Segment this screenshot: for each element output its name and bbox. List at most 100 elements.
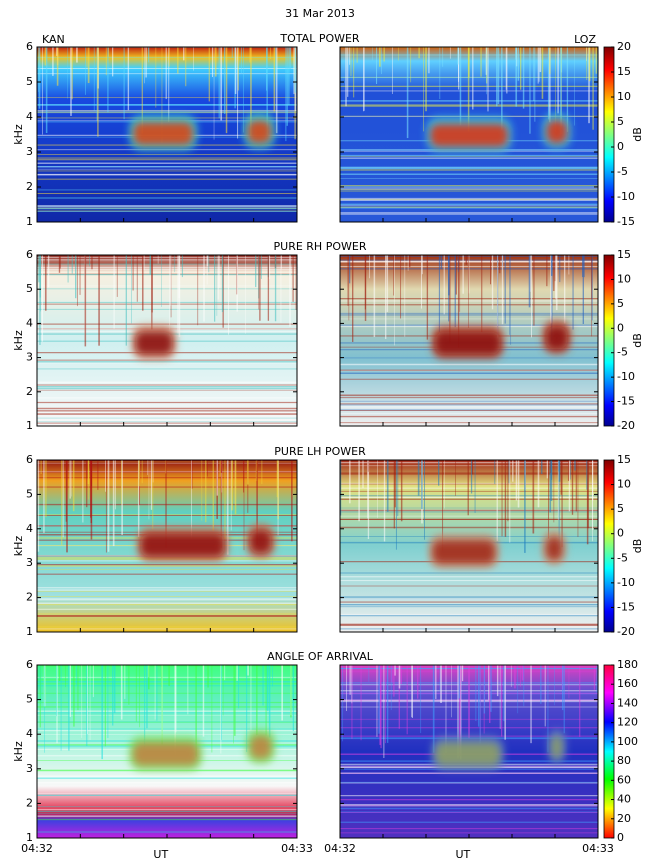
panel-title: PURE LH POWER: [274, 445, 366, 458]
y-tick-label: 5: [26, 487, 33, 500]
y-tick-label: 3: [26, 762, 33, 775]
colorbar-tick-label: -15: [617, 395, 635, 408]
spectrogram: [37, 47, 297, 222]
colorbar-tick-label: -10: [617, 190, 635, 203]
x-tick-label: 04:33: [582, 842, 614, 855]
y-tick-label: 6: [26, 248, 33, 261]
colorbar-tick-label: 5: [617, 115, 624, 128]
figure-title: 31 Mar 2013: [285, 7, 355, 20]
y-tick-label: 2: [26, 180, 33, 193]
y-tick-label: 4: [26, 110, 33, 123]
colorbar-tick-label: 0: [617, 321, 624, 334]
colorbar-tick-label: 120: [617, 716, 638, 729]
emission-core: [250, 735, 271, 759]
emission-core: [133, 122, 193, 145]
colorbar-tick-label: 40: [617, 793, 631, 806]
panel-title: ANGLE OF ARRIVAL: [267, 650, 374, 663]
y-tick-label: 2: [26, 796, 33, 809]
y-tick-label: 2: [26, 591, 33, 604]
colorbar-label: dB: [631, 127, 644, 142]
emission-core: [141, 533, 225, 557]
y-tick-label: 6: [26, 40, 33, 53]
station-label: KAN: [42, 33, 65, 46]
colorbar-tick-label: 60: [617, 773, 631, 786]
y-tick-label: 1: [26, 215, 33, 228]
y-tick-label: 5: [26, 75, 33, 88]
colorbar-tick-label: -15: [617, 215, 635, 228]
y-tick-label: 4: [26, 727, 33, 740]
y-tick-label: 6: [26, 453, 33, 466]
colorbar: [603, 459, 615, 633]
colorbar-tick-label: 20: [617, 40, 631, 53]
colorbar: [603, 46, 615, 223]
y-tick-label: 4: [26, 316, 33, 329]
y-tick-label: 2: [26, 385, 33, 398]
colorbar-tick-label: 5: [617, 502, 624, 515]
colorbar-tick-label: 140: [617, 696, 638, 709]
emission-core: [247, 120, 271, 144]
colorbar-tick-label: -5: [617, 165, 628, 178]
colorbar-tick-label: 160: [617, 677, 638, 690]
colorbar-label: dB: [631, 539, 644, 554]
emission-core: [430, 124, 508, 147]
colorbar-tick-label: -10: [617, 370, 635, 383]
emission-core: [546, 537, 562, 560]
colorbar-tick-label: 180: [617, 658, 638, 671]
y-tick-label: 1: [26, 831, 33, 844]
x-axis-label: UT: [455, 848, 470, 861]
y-axis-label: kHz: [12, 741, 25, 762]
x-tick-label: 04:33: [281, 842, 313, 855]
colorbar-tick-label: 10: [617, 478, 631, 491]
y-tick-label: 1: [26, 625, 33, 638]
colorbar: [603, 254, 615, 427]
emission-core: [250, 530, 271, 553]
y-tick-label: 3: [26, 145, 33, 158]
y-tick-label: 3: [26, 556, 33, 569]
colorbar-tick-label: 15: [617, 453, 631, 466]
y-tick-label: 5: [26, 282, 33, 295]
colorbar-tick-label: 5: [617, 297, 624, 310]
emission-core: [133, 742, 199, 766]
colorbar-tick-label: 80: [617, 754, 631, 767]
x-tick-label: 04:32: [21, 842, 53, 855]
y-tick-label: 3: [26, 351, 33, 364]
x-axis-label: UT: [153, 848, 168, 861]
spectrogram: [340, 460, 598, 632]
emission-core: [551, 735, 562, 759]
colorbar-label: dB: [631, 333, 644, 348]
y-tick-label: 1: [26, 419, 33, 432]
emission-core: [546, 326, 568, 350]
emission-core: [435, 742, 500, 766]
colorbar-tick-label: -20: [617, 419, 635, 432]
colorbar-tick-label: -15: [617, 600, 635, 613]
emission-core: [432, 540, 495, 564]
colorbar-tick-label: 0: [617, 527, 624, 540]
colorbar-tick-label: 10: [617, 90, 631, 103]
y-tick-label: 4: [26, 522, 33, 535]
colorbar-tick-label: -5: [617, 551, 628, 564]
station-label: LOZ: [574, 33, 596, 46]
x-tick-label: 04:32: [324, 842, 356, 855]
emission-core: [546, 120, 568, 144]
colorbar-tick-label: 20: [617, 812, 631, 825]
colorbar-tick-label: 10: [617, 272, 631, 285]
spectrogram: [340, 47, 598, 222]
emission-core: [435, 331, 500, 355]
emission-core: [135, 331, 173, 355]
y-tick-label: 5: [26, 693, 33, 706]
panel-title: PURE RH POWER: [274, 240, 367, 253]
y-tick-label: 6: [26, 658, 33, 671]
spectrogram: [340, 255, 598, 426]
colorbar-tick-label: 15: [617, 65, 631, 78]
spectrogram: [340, 665, 598, 838]
y-axis-label: kHz: [12, 124, 25, 145]
y-axis-label: kHz: [12, 330, 25, 351]
colorbar: [603, 664, 615, 839]
colorbar-tick-label: -20: [617, 625, 635, 638]
colorbar-tick-label: -10: [617, 576, 635, 589]
spectrogram: [37, 460, 297, 632]
colorbar-tick-label: 15: [617, 248, 631, 261]
colorbar-tick-label: 0: [617, 140, 624, 153]
panel-title: TOTAL POWER: [279, 32, 360, 45]
